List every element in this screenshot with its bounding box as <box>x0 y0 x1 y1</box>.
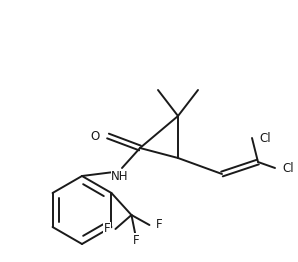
Text: F: F <box>133 233 140 247</box>
Text: F: F <box>156 219 162 232</box>
Text: Cl: Cl <box>259 132 271 145</box>
Text: Cl: Cl <box>282 161 294 174</box>
Text: NH: NH <box>111 170 129 183</box>
Text: O: O <box>91 129 100 143</box>
Text: F: F <box>104 222 111 236</box>
